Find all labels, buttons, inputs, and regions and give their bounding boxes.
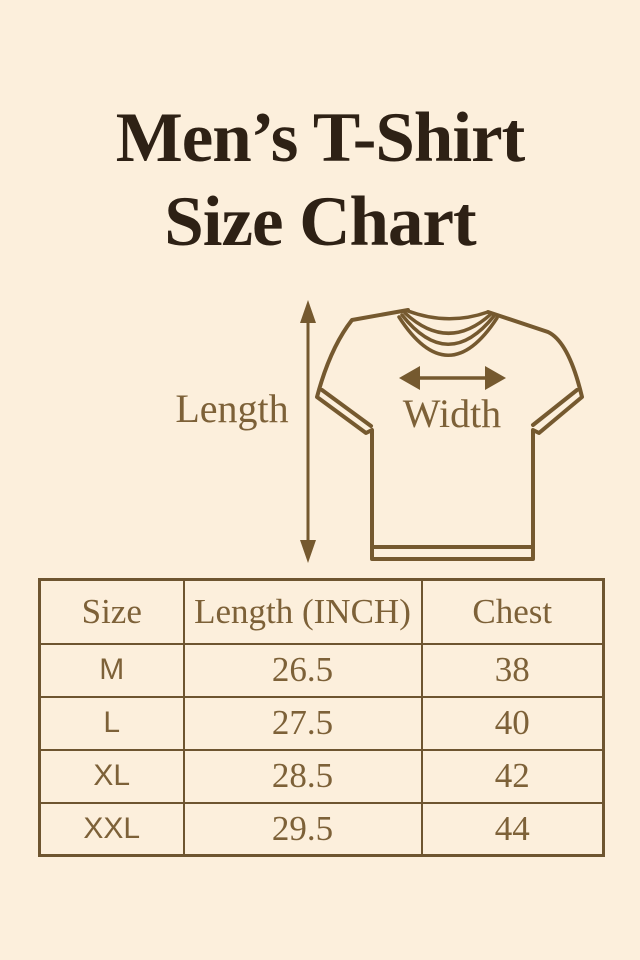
tshirt-body-outline [315,308,584,561]
tshirt-right-cuff-line [531,388,579,427]
page-title-line2: Size Chart [164,183,476,261]
size-value: XXL [38,801,185,857]
length-arrow [300,300,316,563]
page-title: Men’s T-Shirt Size Chart [0,96,640,264]
length-value: 26.5 [182,642,423,698]
width-label: Width [403,391,501,436]
length-value: 28.5 [182,748,423,804]
table-header-row: Size Length (INCH) Chest [38,578,605,645]
chest-value: 44 [420,801,605,857]
table-row: XXL 29.5 44 [38,801,605,857]
tshirt-left-cuff-line [320,388,373,428]
width-arrow [399,366,506,390]
size-value: L [38,695,185,751]
size-chart-table: Size Length (INCH) Chest M 26.5 38 L 27.… [38,578,605,857]
size-value: M [38,642,185,698]
chest-value: 42 [420,748,605,804]
header-size: Size [38,578,185,645]
header-length: Length (INCH) [182,578,423,645]
chest-value: 38 [420,642,605,698]
chest-value: 40 [420,695,605,751]
size-value: XL [38,748,185,804]
header-chest: Chest [420,578,605,645]
table-row: L 27.5 40 [38,695,605,751]
tshirt-illustration [315,308,584,561]
page-title-line1: Men’s T-Shirt [115,99,525,177]
length-value: 27.5 [182,695,423,751]
table-row: M 26.5 38 [38,642,605,698]
length-label: Length [175,386,288,431]
length-value: 29.5 [182,801,423,857]
tshirt-collar [397,309,499,357]
table-row: XL 28.5 42 [38,748,605,804]
tshirt-measurement-diagram: Length Width [175,300,584,563]
